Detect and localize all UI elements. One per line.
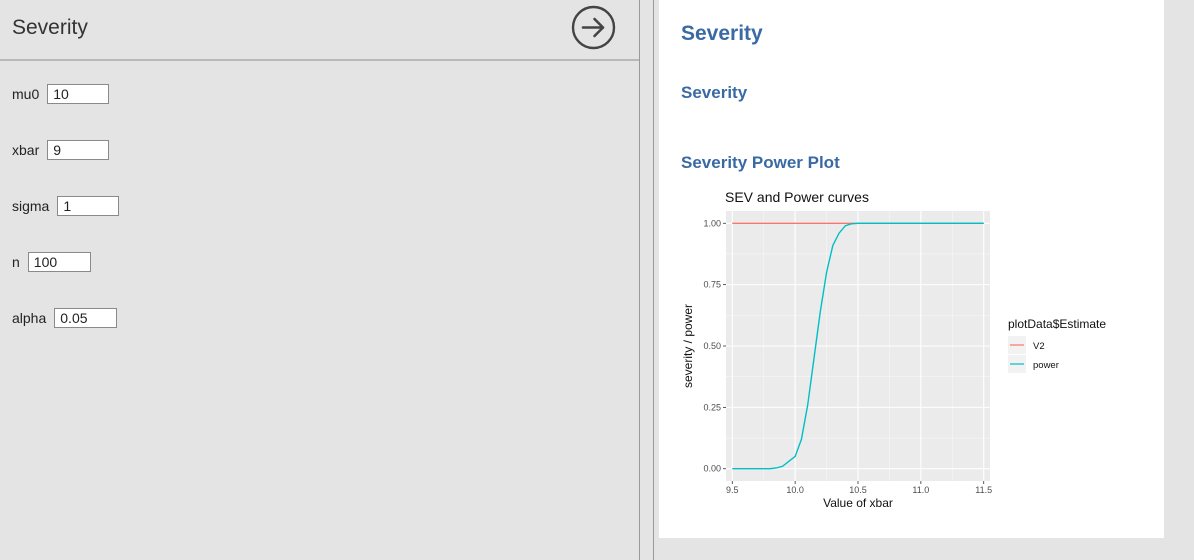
legend-label-v2: V2: [1033, 341, 1045, 352]
field-n: n: [12, 252, 91, 272]
y-tick-label: 0.25: [703, 402, 721, 412]
legend: plotData$Estimate V2 power: [1008, 317, 1106, 373]
page-title: Severity: [681, 22, 763, 45]
x-tick-label: 9.5: [726, 485, 739, 495]
y-axis-label: severity / power: [681, 304, 695, 388]
mu0-label: mu0: [12, 86, 40, 102]
y-tick-label: 0.50: [703, 341, 721, 351]
y-tick-label: 1.00: [703, 218, 721, 228]
mu0-input[interactable]: [47, 84, 110, 104]
x-tick-label: 10.0: [786, 485, 804, 495]
legend-title: plotData$Estimate: [1008, 317, 1106, 331]
field-alpha: alpha: [12, 308, 118, 328]
field-xbar: xbar: [12, 140, 110, 160]
arrow-circle-icon: [571, 5, 616, 50]
next-arrow-button[interactable]: [571, 5, 616, 50]
sigma-label: sigma: [12, 198, 50, 214]
sidebar-header: Severity: [0, 0, 639, 61]
arrow-right-icon: [581, 17, 605, 38]
series-lines: [732, 222, 984, 470]
y-axis-ticks: 0.00 0.25 0.50 0.75 1.00: [703, 218, 726, 474]
y-tick-label: 0.75: [703, 280, 721, 290]
field-sigma: sigma: [12, 196, 120, 216]
section-heading-power-plot: Severity Power Plot: [681, 153, 840, 172]
sidebar-title: Severity: [12, 16, 88, 39]
x-tick-label: 10.5: [849, 485, 867, 495]
x-axis-ticks: 9.5 10.0 10.5 11.0 11.5: [726, 481, 992, 495]
n-label: n: [12, 254, 20, 270]
panel-divider[interactable]: [640, 0, 654, 560]
legend-label-power: power: [1033, 360, 1059, 371]
x-tick-label: 11.5: [975, 485, 992, 495]
alpha-input[interactable]: [54, 308, 118, 328]
section-heading-severity: Severity: [681, 83, 748, 102]
severity-power-chart: SEV and Power curves 0.00 0.25 0.50 0.75 1.0…: [681, 189, 1106, 510]
x-tick-label: 11.0: [912, 485, 929, 495]
sigma-input[interactable]: [57, 196, 120, 216]
sidebar-panel: Severity mu0 xbar sigma n alpha: [0, 0, 640, 560]
main-panel: Severity Severity Severity Power Plot SE…: [659, 0, 1164, 538]
y-tick-label: 0.00: [703, 464, 721, 474]
series-line-power: [732, 222, 984, 470]
n-input[interactable]: [27, 252, 91, 272]
field-mu0: mu0: [12, 84, 110, 104]
xbar-label: xbar: [12, 142, 40, 158]
xbar-input[interactable]: [47, 140, 110, 160]
alpha-label: alpha: [12, 310, 47, 326]
chart-title: SEV and Power curves: [725, 189, 869, 205]
x-axis-label: Value of xbar: [823, 496, 893, 510]
